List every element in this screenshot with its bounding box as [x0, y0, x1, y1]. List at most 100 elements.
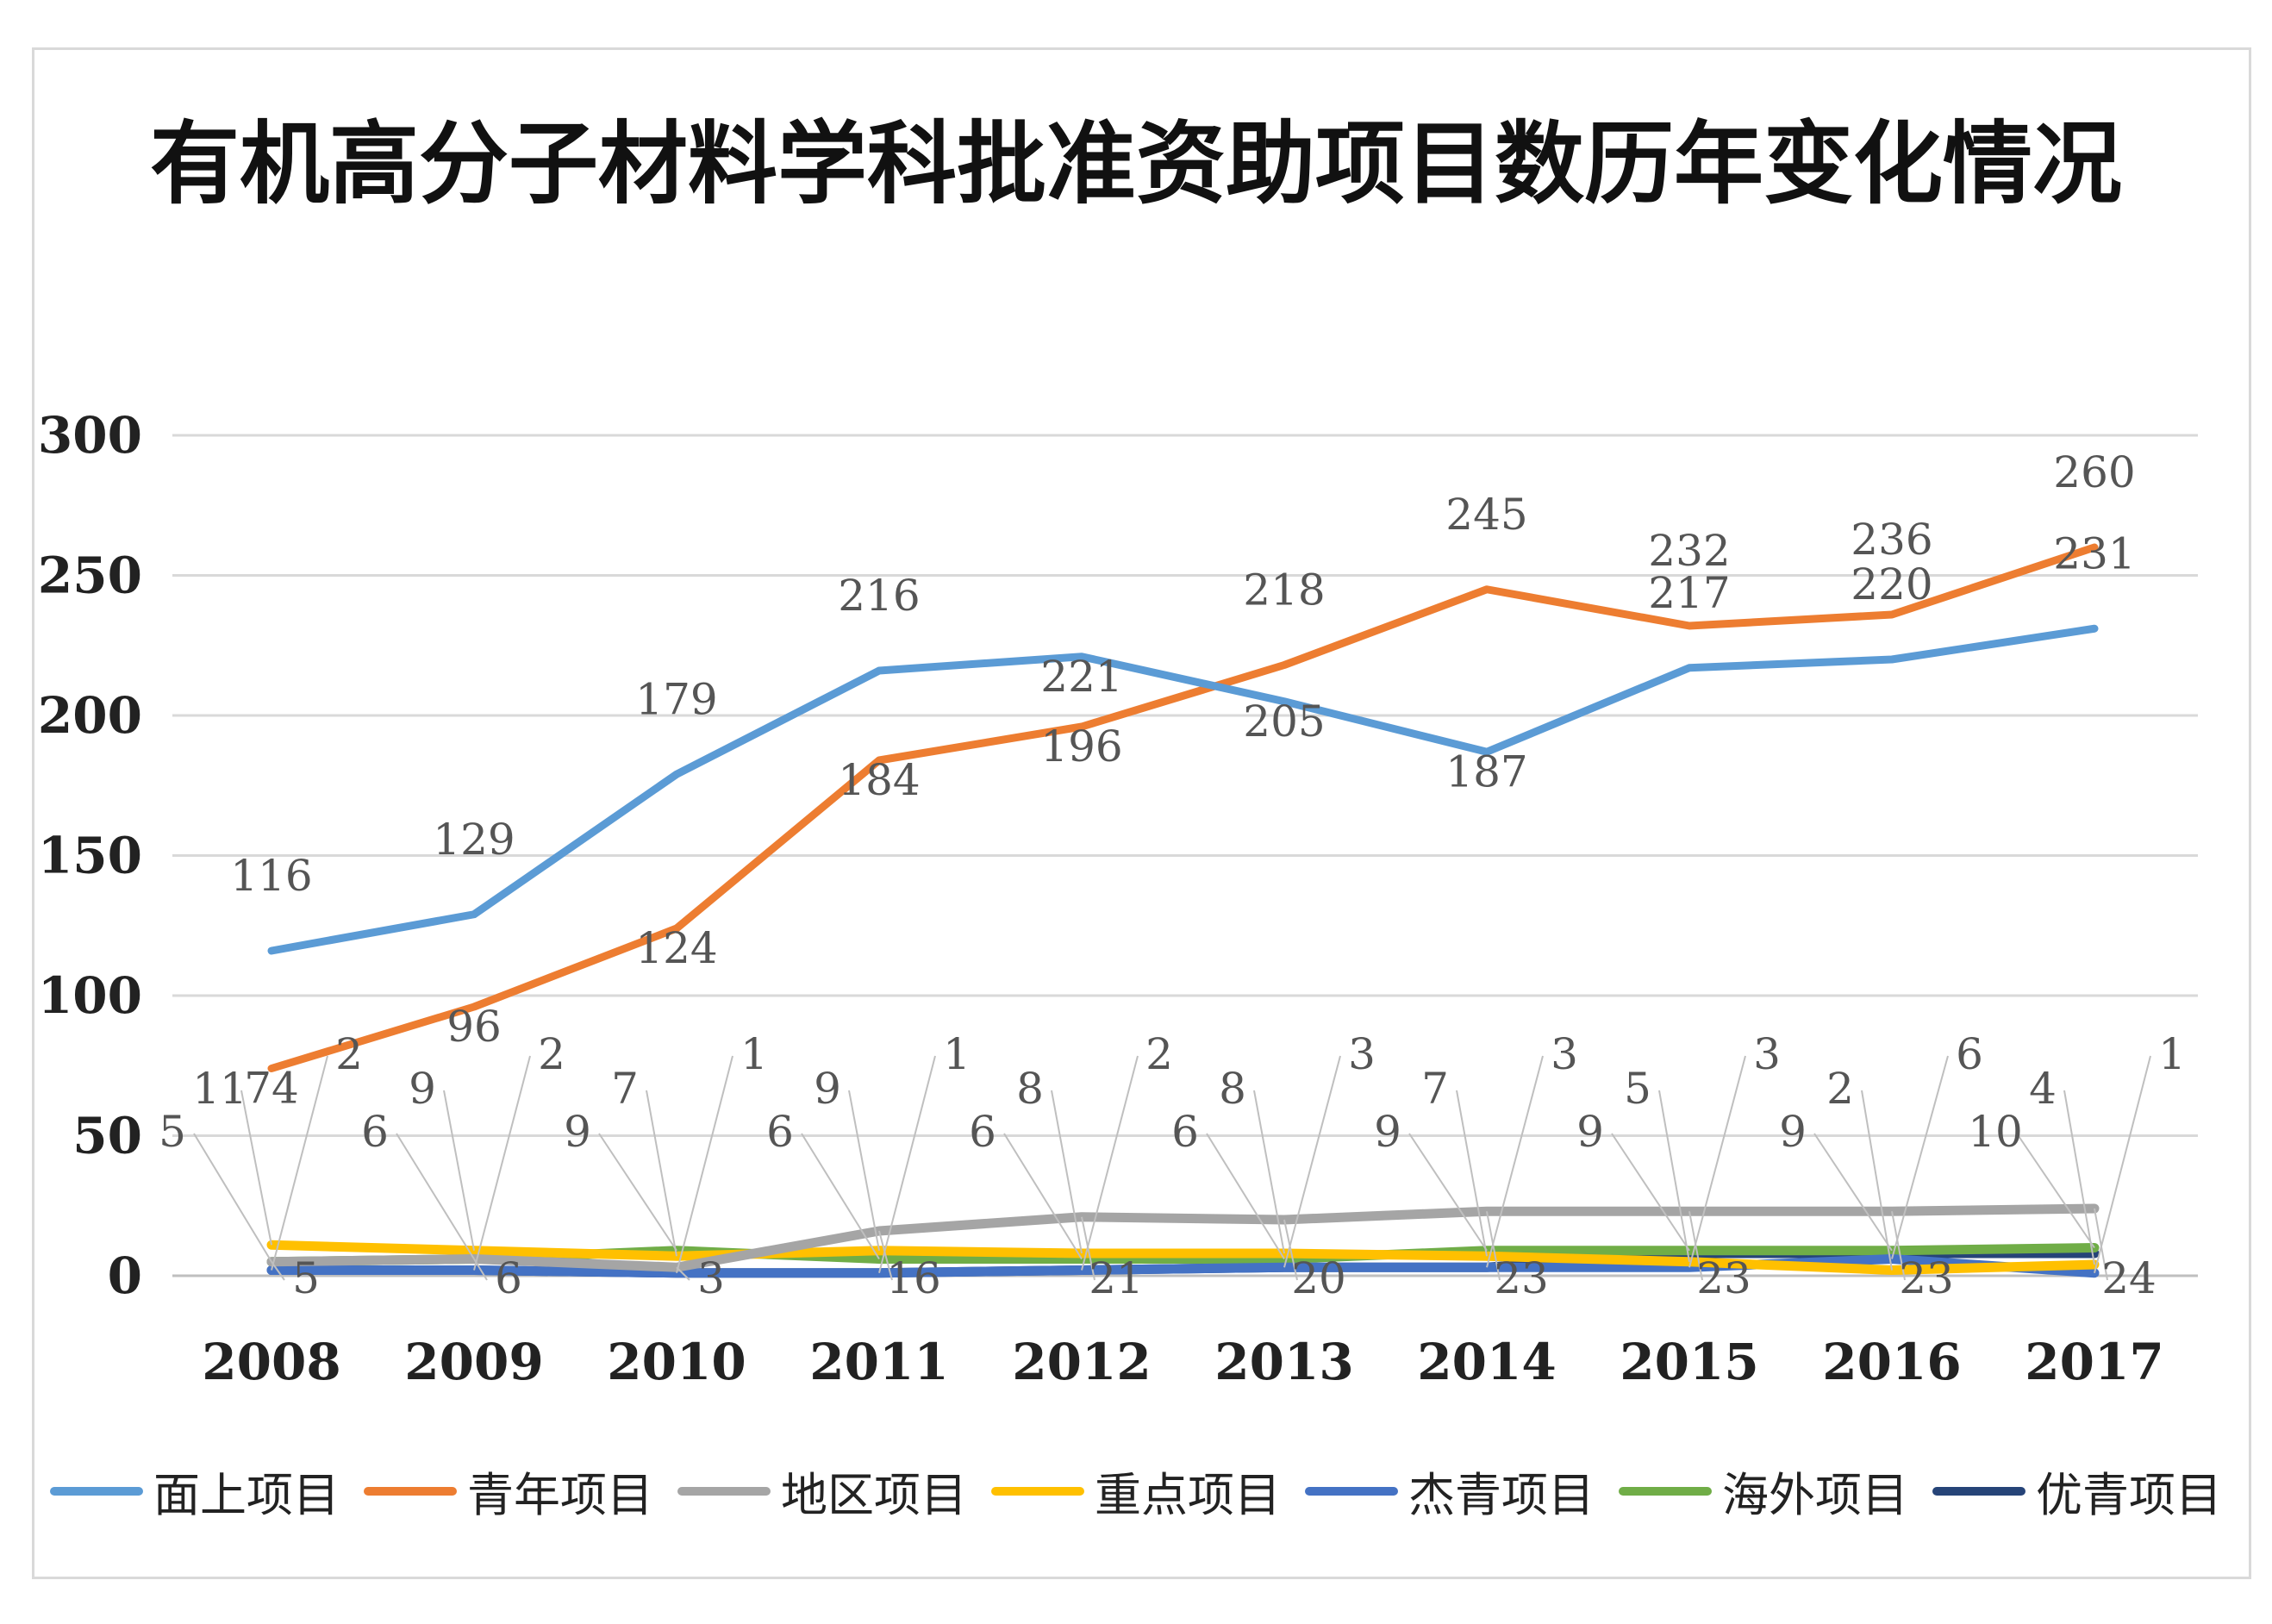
x-tick-label: 2012	[1012, 1333, 1151, 1391]
leader-line	[1891, 1211, 1906, 1281]
legend-item: 地区项目	[677, 1457, 967, 1525]
data-label: 260	[2053, 447, 2135, 497]
data-label: 232	[1648, 526, 1730, 576]
data-label: 216	[838, 571, 920, 621]
leader-line	[1003, 1133, 1083, 1260]
legend-label: 重点项目	[1095, 1468, 1281, 1522]
data-label: 5	[159, 1107, 186, 1157]
data-label: 231	[2053, 528, 2135, 578]
leader-line	[1283, 1219, 1298, 1281]
data-label: 2	[538, 1029, 565, 1079]
data-label: 9	[409, 1064, 436, 1114]
data-label: 187	[1445, 746, 1527, 796]
leader-line	[2016, 1133, 2095, 1249]
data-label: 20	[1291, 1253, 1346, 1303]
data-label: 129	[433, 815, 515, 865]
leader-line	[1283, 1055, 1341, 1268]
leader-line	[1688, 1055, 1746, 1268]
leader-line	[193, 1133, 272, 1263]
y-tick-label: 100	[38, 966, 142, 1025]
leader-line	[646, 1090, 677, 1257]
y-tick-label: 150	[38, 827, 142, 885]
leader-line	[1456, 1090, 1488, 1257]
leader-line	[676, 1055, 733, 1273]
leader-line	[801, 1133, 880, 1260]
data-label: 7	[611, 1064, 639, 1114]
legend-item: 优青项目	[1932, 1457, 2222, 1525]
data-label: 3	[1551, 1029, 1578, 1079]
series-line	[266, 1203, 2100, 1272]
legend-item: 重点项目	[991, 1457, 1281, 1525]
x-tick-label: 2016	[1822, 1333, 1961, 1391]
data-label: 9	[814, 1064, 841, 1114]
data-label: 9	[564, 1107, 591, 1157]
leader-line	[1206, 1133, 1285, 1260]
legend-label: 杰青项目	[1408, 1468, 1595, 1522]
leader-line	[271, 1055, 328, 1271]
data-label: 6	[361, 1107, 389, 1157]
legend-label: 面上项目	[153, 1468, 340, 1522]
y-tick-label: 200	[38, 686, 142, 745]
leader-line	[396, 1133, 475, 1260]
x-tick-label: 2013	[1214, 1333, 1353, 1391]
leader-line	[1051, 1090, 1083, 1254]
x-tick-label: 2011	[809, 1333, 948, 1391]
legend-item: 面上项目	[50, 1457, 340, 1525]
y-tick-label: 50	[72, 1107, 142, 1165]
leader-line	[443, 1090, 475, 1251]
data-label: 3	[1753, 1029, 1781, 1079]
data-label: 217	[1648, 568, 1730, 618]
y-tick-label: 300	[38, 406, 142, 465]
y-tick-label: 250	[38, 547, 142, 605]
leader-line	[1813, 1133, 1893, 1252]
leader-line	[878, 1230, 893, 1281]
leader-line	[598, 1133, 677, 1252]
data-label: 23	[1696, 1253, 1751, 1303]
data-label: 124	[635, 923, 717, 973]
leader-line	[240, 1090, 272, 1246]
data-label: 24	[2101, 1253, 2157, 1303]
data-label: 3	[1348, 1029, 1376, 1079]
data-label: 205	[1243, 696, 1325, 746]
chart-frame	[32, 47, 2251, 1579]
x-tick-label: 2015	[1620, 1333, 1758, 1391]
legend-label: 优青项目	[2036, 1468, 2222, 1522]
chart-title: 有机高分子材料学科批准资助项目数历年变化情况	[149, 110, 2122, 216]
series-line	[267, 543, 2099, 1072]
data-label: 220	[1851, 559, 1932, 609]
data-label: 8	[1219, 1064, 1246, 1114]
data-label: 2	[1826, 1064, 1854, 1114]
leader-line	[1486, 1055, 1544, 1268]
data-label: 116	[230, 851, 312, 901]
data-label: 221	[1040, 652, 1122, 702]
data-label: 96	[446, 1002, 502, 1052]
leader-line	[848, 1090, 880, 1251]
data-label: 23	[1899, 1253, 1954, 1303]
data-label: 4	[2029, 1064, 2057, 1114]
data-label: 8	[1016, 1064, 1044, 1114]
legend-swatch	[50, 1486, 143, 1496]
x-tick-label: 2009	[404, 1333, 543, 1391]
data-label: 6	[1171, 1107, 1199, 1157]
legend-label: 地区项目	[781, 1468, 967, 1522]
data-label: 74	[244, 1064, 299, 1114]
data-label: 10	[1968, 1107, 2023, 1157]
legend-item: 青年项目	[364, 1457, 653, 1525]
data-label: 218	[1243, 565, 1325, 615]
legend-swatch	[1619, 1486, 1712, 1496]
data-label: 6	[495, 1253, 522, 1303]
legend-swatch	[1932, 1486, 2025, 1496]
leader-line	[473, 1055, 531, 1271]
data-label: 9	[1374, 1107, 1401, 1157]
data-label: 245	[1445, 490, 1527, 540]
data-label: 11	[192, 1064, 247, 1114]
x-tick-label: 2010	[607, 1333, 746, 1391]
leader-line	[1408, 1133, 1488, 1252]
leader-line	[1081, 1055, 1139, 1271]
data-label: 184	[838, 755, 920, 805]
data-label: 236	[1851, 515, 1932, 565]
legend-swatch	[1305, 1486, 1398, 1496]
chart-legend: 面上项目 青年项目 地区项目 重点项目 杰青项目 海外项目 优青项目	[0, 1457, 2272, 1525]
leader-line	[2063, 1090, 2095, 1265]
